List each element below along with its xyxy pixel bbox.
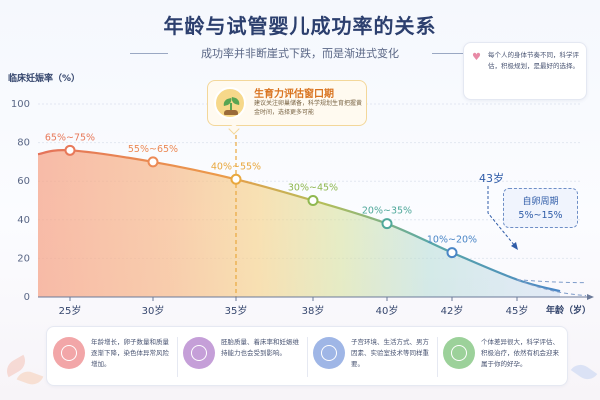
series-area [38, 150, 560, 297]
x-tick-label: 42岁 [441, 304, 464, 317]
x-axis-label: 年龄（岁） [546, 306, 592, 316]
data-point-label: 40%~55% [211, 161, 261, 172]
uterus-icon [313, 337, 345, 369]
donor-egg-info-box: 自卵周期 5%~15% [503, 188, 578, 228]
data-point-marker [446, 247, 458, 259]
tip-text: 每个人的身体节奏不同，科学评估，积极规划，是最好的选择。 [488, 51, 579, 70]
y-axis-label: 临床妊娠率（%） [8, 74, 81, 84]
data-markers: 65%~75% 55%~65% 40%~55% 30%~45% 20%~35% 10%~2… [45, 132, 477, 259]
y-axis-ticks: 0 20 40 60 80 100 [11, 99, 30, 303]
page-title: 年龄与试管婴儿成功率的关系 [163, 14, 437, 38]
callout-text: 建议关注卵巢储备，科学规划生育把握黄金时间，选择更多可能 [254, 100, 363, 116]
y-tick-label: 60 [17, 176, 30, 187]
x-axis-ticks: 25岁 30岁 35岁 38岁 40岁 42岁 45岁 [59, 297, 529, 317]
factor-card-text: 个体差异很大，科学评估、积极治疗，依然有机会迎来属于你的好孕。 [481, 338, 559, 368]
subtitle-row: 成功率并非断崖式下跌，而是渐进式变化 [130, 45, 470, 61]
data-point-marker [147, 156, 159, 168]
info-box-value: 5%~15% [518, 210, 563, 221]
heart-hands-icon [443, 337, 475, 369]
factor-card-egg: 年龄增长，卵子数量和质量逐渐下降，染色体异常风险增加。 [47, 327, 177, 387]
y-tick-label: 100 [11, 99, 30, 110]
x-tick-label: 38岁 [302, 304, 325, 317]
data-point-label: 55%~65% [128, 144, 178, 155]
x-tick-label: 30岁 [142, 304, 165, 317]
data-point-label: 10%~20% [427, 235, 477, 246]
subtitle-rule-left [130, 53, 168, 54]
y-tick-label: 0 [24, 292, 30, 303]
egg-icon [53, 337, 85, 369]
x-tick-label: 40岁 [376, 304, 399, 317]
data-point-marker [230, 173, 242, 185]
info-box-title: 自卵周期 [522, 197, 559, 207]
x-tick-label: 35岁 [225, 304, 248, 317]
subtitle: 成功率并非断崖式下跌，而是渐进式变化 [201, 47, 399, 60]
callout-title: 生育力评估窗口期 [254, 89, 334, 100]
data-point-marker [64, 144, 76, 156]
y-tick-label: 80 [17, 138, 30, 149]
data-point-label: 30%~45% [288, 183, 338, 194]
factor-card-embryo: 胚胎质量、着床率和妊娠维持能力也会受到影响。 [177, 327, 307, 387]
seedling-icon [214, 87, 246, 119]
factor-card-text: 子宫环境、生活方式、男方因素、实验室技术等同样重要。 [351, 338, 429, 368]
age-43-label: 43岁 [479, 172, 504, 185]
factor-card-text: 年龄增长，卵子数量和质量逐渐下降，染色体异常风险增加。 [91, 338, 169, 368]
age-43-pointer [487, 186, 516, 247]
x-axis-arrow [587, 294, 594, 300]
x-tick-label: 25岁 [59, 304, 82, 317]
x-tick-label: 45岁 [506, 304, 529, 317]
factor-card-text: 胚胎质量、着床率和妊娠维持能力也会受到影响。 [221, 338, 299, 357]
data-point-marker [381, 218, 393, 230]
heart-icon: ♥ [472, 52, 481, 63]
data-point-label: 65%~75% [45, 132, 95, 143]
y-tick-label: 40 [17, 215, 30, 226]
fertility-window-callout: 生育力评估窗口期 建议关注卵巢储备，科学规划生育把握黄金时间，选择更多可能 [207, 80, 367, 135]
tip-card: ♥ 每个人的身体节奏不同，科学评估，积极规划，是最好的选择。 [463, 42, 587, 100]
y-tick-label: 20 [17, 253, 30, 264]
projection-tail-lower [516, 279, 587, 297]
embryo-icon [183, 337, 215, 369]
data-point-marker [307, 195, 319, 206]
factor-card-hope: 个体差异很大，科学评估、积极治疗，依然有机会迎来属于你的好孕。 [437, 327, 569, 387]
factor-card-uterus: 子宫环境、生活方式、男方因素、实验室技术等同样重要。 [307, 327, 437, 387]
subtitle-rule-right [432, 53, 470, 54]
data-point-label: 20%~35% [362, 206, 412, 217]
factor-cards-panel: 年龄增长，卵子数量和质量逐渐下降，染色体异常风险增加。 胚胎质量、着床率和妊娠维… [46, 326, 568, 386]
age-43-arrowhead [511, 242, 518, 250]
